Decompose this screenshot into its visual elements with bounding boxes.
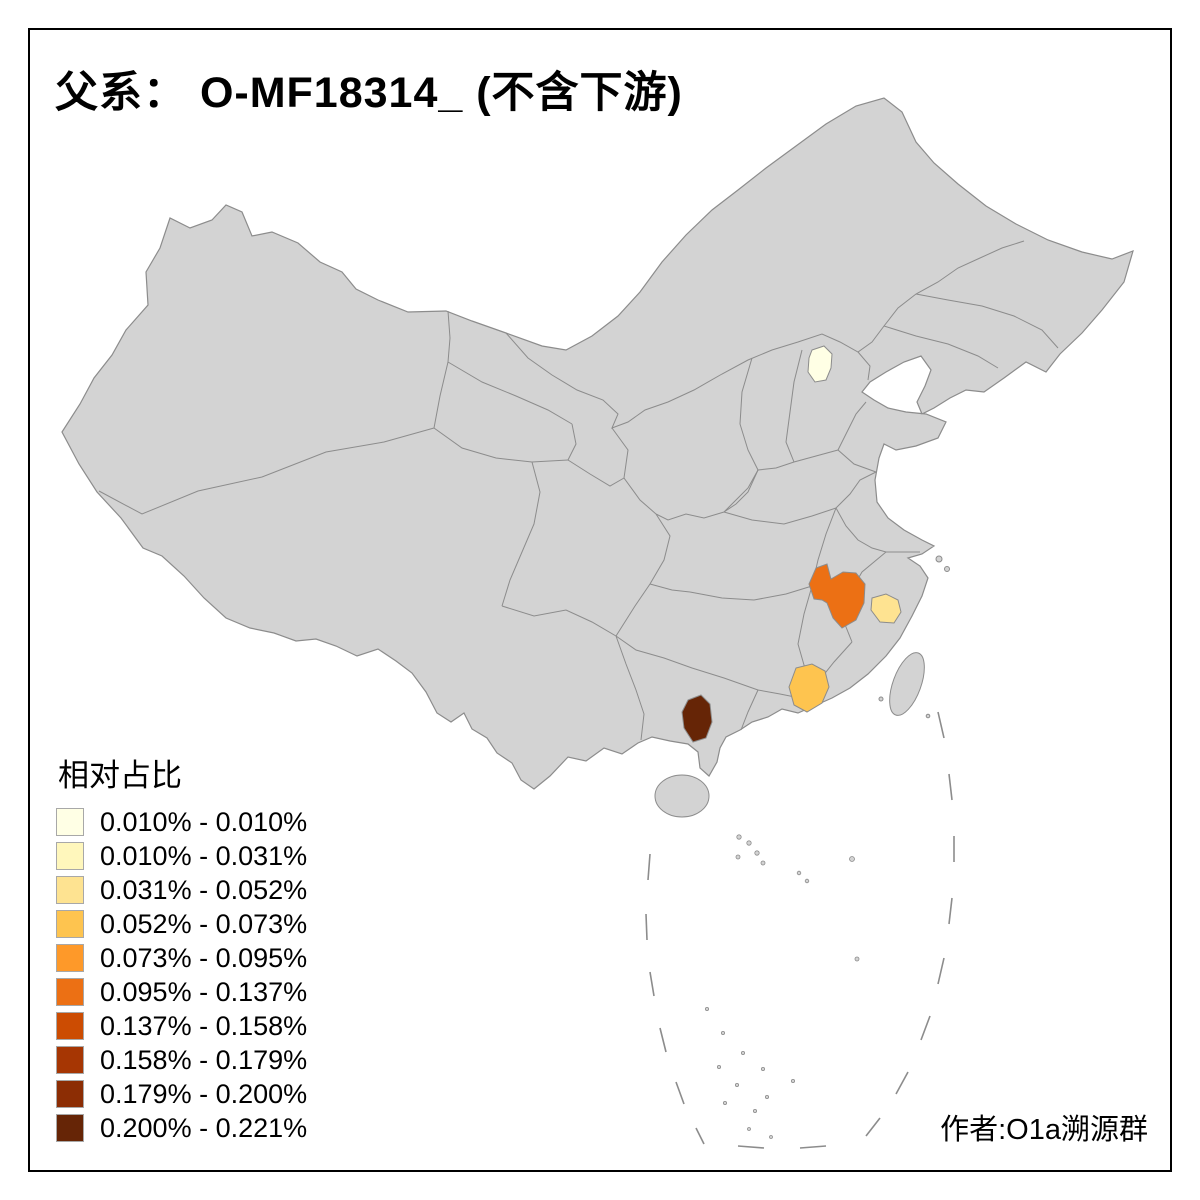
legend-swatch <box>56 842 84 870</box>
legend-label: 0.073% - 0.095% <box>100 943 308 973</box>
highlighted-province <box>681 694 713 743</box>
legend-swatch <box>56 876 84 904</box>
legend-item: 0.031% - 0.052% <box>56 876 307 904</box>
legend-label: 0.031% - 0.052% <box>100 875 308 905</box>
south-china-sea-islands <box>705 834 860 1139</box>
mainland-outline <box>61 97 1134 790</box>
highlighted-province <box>788 663 830 713</box>
legend-item: 0.073% - 0.095% <box>56 944 307 972</box>
legend-item: 0.010% - 0.031% <box>56 842 307 870</box>
legend-item: 0.095% - 0.137% <box>56 978 307 1006</box>
highlighted-province <box>807 345 833 383</box>
attribution: 作者:O1a溯源群 <box>940 1114 1148 1146</box>
legend-swatch <box>56 910 84 938</box>
legend-item: 0.052% - 0.073% <box>56 910 307 938</box>
highlighted-provinces <box>681 345 902 743</box>
legend-label: 0.095% - 0.137% <box>100 977 308 1007</box>
legend-title: 相对占比 <box>58 758 182 793</box>
china-mainland <box>61 97 1134 790</box>
taiwan-island <box>889 652 925 716</box>
legend-swatch <box>56 978 84 1006</box>
legend: 相对占比 0.010% - 0.010% 0.010% - 0.031% 0.0… <box>56 750 307 1148</box>
legend-item: 0.179% - 0.200% <box>56 1080 307 1108</box>
nine-dash-line <box>645 711 955 1149</box>
legend-swatch <box>56 808 84 836</box>
highlighted-province <box>870 593 902 624</box>
legend-label: 0.200% - 0.221% <box>100 1113 308 1143</box>
hainan-island <box>654 774 710 818</box>
legend-label: 0.010% - 0.010% <box>100 807 308 837</box>
legend-item: 0.137% - 0.158% <box>56 1012 307 1040</box>
legend-swatch <box>56 944 84 972</box>
legend-swatch <box>56 1114 84 1142</box>
page-title: 父系： O-MF18314_ (不含下游) <box>55 69 683 117</box>
legend-item: 0.158% - 0.179% <box>56 1046 307 1074</box>
legend-swatch <box>56 1012 84 1040</box>
legend-label: 0.179% - 0.200% <box>100 1079 308 1109</box>
legend-label: 0.158% - 0.179% <box>100 1045 308 1075</box>
legend-label: 0.010% - 0.031% <box>100 841 308 871</box>
legend-item: 0.200% - 0.221% <box>56 1114 307 1142</box>
legend-swatch <box>56 1080 84 1108</box>
legend-label: 0.137% - 0.158% <box>100 1011 308 1041</box>
islands <box>654 555 950 818</box>
legend-label: 0.052% - 0.073% <box>100 909 308 939</box>
legend-item: 0.010% - 0.010% <box>56 808 307 836</box>
highlighted-province <box>808 563 866 629</box>
legend-swatch <box>56 1046 84 1074</box>
